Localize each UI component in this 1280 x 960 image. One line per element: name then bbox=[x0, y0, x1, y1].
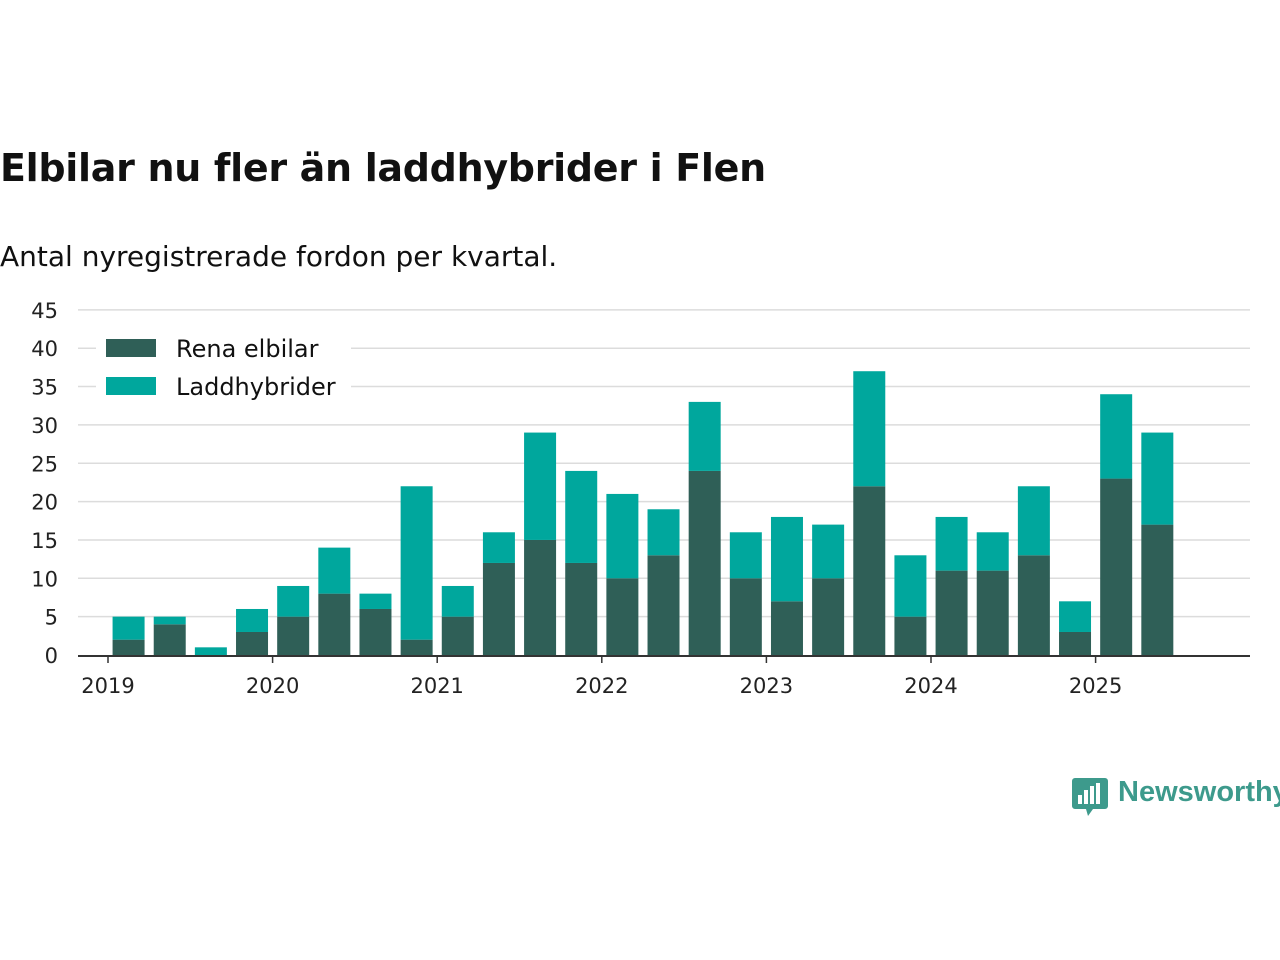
bar-rena-elbilar-2023-Q3 bbox=[853, 486, 886, 655]
bar-rena-elbilar-2020-Q4 bbox=[400, 639, 433, 655]
legend: Rena elbilar Laddhybrider bbox=[96, 330, 351, 410]
bar-laddhybrider-2021-Q4 bbox=[565, 470, 598, 563]
x-tick-label-2019: 2019 bbox=[81, 674, 134, 698]
x-tick-label-2023: 2023 bbox=[740, 674, 793, 698]
bar-laddhybrider-2025-Q1 bbox=[1100, 394, 1133, 479]
bar-rena-elbilar-2019-Q2 bbox=[153, 624, 186, 655]
newsworthy-logo: Newsworthy bbox=[1072, 776, 1280, 820]
y-tick-label-45: 45 bbox=[31, 299, 58, 323]
bar-rena-elbilar-2023-Q4 bbox=[894, 616, 927, 655]
bar-rena-elbilar-2021-Q2 bbox=[482, 562, 515, 655]
bar-laddhybrider-2019-Q1 bbox=[112, 616, 145, 640]
y-tick-label-5: 5 bbox=[45, 606, 58, 630]
x-tick-label-2024: 2024 bbox=[904, 674, 957, 698]
bar-laddhybrider-2019-Q3 bbox=[194, 647, 227, 655]
bar-rena-elbilar-2021-Q3 bbox=[524, 539, 557, 655]
bar-rena-elbilar-2020-Q1 bbox=[277, 616, 310, 655]
bar-rena-elbilar-2024-Q3 bbox=[1017, 555, 1050, 655]
bar-rena-elbilar-2019-Q1 bbox=[112, 639, 145, 655]
bar-laddhybrider-2021-Q3 bbox=[524, 432, 557, 540]
x-tick-label-2022: 2022 bbox=[575, 674, 628, 698]
bar-laddhybrider-2021-Q1 bbox=[441, 585, 474, 617]
bars bbox=[112, 371, 1174, 655]
legend-swatch-laddhybrider bbox=[106, 377, 156, 395]
bar-laddhybrider-2023-Q3 bbox=[853, 371, 886, 487]
bar-rena-elbilar-2021-Q4 bbox=[565, 562, 598, 655]
y-tick-label-20: 20 bbox=[31, 491, 58, 515]
bar-laddhybrider-2022-Q3 bbox=[688, 401, 721, 471]
bar-laddhybrider-2021-Q2 bbox=[482, 532, 515, 563]
bar-rena-elbilar-2023-Q2 bbox=[812, 578, 845, 655]
bar-laddhybrider-2024-Q2 bbox=[976, 532, 1009, 571]
y-tick-label-40: 40 bbox=[31, 337, 58, 361]
bar-rena-elbilar-2019-Q4 bbox=[236, 631, 269, 655]
bar-laddhybrider-2024-Q4 bbox=[1059, 601, 1092, 632]
bar-laddhybrider-2022-Q1 bbox=[606, 493, 639, 579]
x-tick-label-2025: 2025 bbox=[1069, 674, 1122, 698]
bar-laddhybrider-2022-Q2 bbox=[647, 509, 680, 556]
x-tick-label-2020: 2020 bbox=[246, 674, 299, 698]
bar-laddhybrider-2019-Q2 bbox=[153, 616, 186, 625]
bar-rena-elbilar-2020-Q3 bbox=[359, 608, 392, 655]
bar-rena-elbilar-2024-Q2 bbox=[976, 570, 1009, 655]
bar-laddhybrider-2023-Q1 bbox=[770, 516, 803, 602]
y-tick-label-10: 10 bbox=[31, 567, 58, 591]
bar-laddhybrider-2024-Q1 bbox=[935, 516, 968, 571]
y-tick-label-30: 30 bbox=[31, 414, 58, 438]
bar-rena-elbilar-2022-Q3 bbox=[688, 470, 721, 655]
bar-rena-elbilar-2025-Q2 bbox=[1141, 524, 1174, 655]
bar-laddhybrider-2020-Q3 bbox=[359, 593, 392, 609]
bar-rena-elbilar-2022-Q1 bbox=[606, 578, 639, 655]
x-axis-ticks: 2019 2020 2021 2022 2023 2024 2025 bbox=[81, 656, 1122, 698]
bar-laddhybrider-2020-Q2 bbox=[318, 547, 351, 594]
bar-rena-elbilar-2021-Q1 bbox=[441, 616, 474, 655]
bar-laddhybrider-2023-Q4 bbox=[894, 555, 927, 617]
bar-rena-elbilar-2022-Q2 bbox=[647, 555, 680, 655]
y-tick-label-0: 0 bbox=[45, 644, 58, 668]
chart-subtitle: Antal nyregistrerade fordon per kvartal. bbox=[0, 240, 558, 273]
y-axis-ticks: 0 5 10 15 20 25 30 35 40 45 bbox=[31, 299, 58, 668]
bar-laddhybrider-2020-Q4 bbox=[400, 486, 433, 640]
bar-laddhybrider-2020-Q1 bbox=[277, 585, 310, 617]
bar-laddhybrider-2025-Q2 bbox=[1141, 432, 1174, 525]
y-tick-label-25: 25 bbox=[31, 452, 58, 476]
legend-label-laddhybrider: Laddhybrider bbox=[176, 373, 336, 401]
legend-label-rena-elbilar: Rena elbilar bbox=[176, 335, 319, 363]
bar-rena-elbilar-2024-Q4 bbox=[1059, 631, 1092, 655]
bar-rena-elbilar-2025-Q1 bbox=[1100, 478, 1133, 655]
y-tick-label-35: 35 bbox=[31, 376, 58, 400]
chart-title: Elbilar nu fler än laddhybrider i Flen bbox=[0, 146, 766, 190]
y-tick-label-15: 15 bbox=[31, 529, 58, 553]
x-tick-label-2021: 2021 bbox=[410, 674, 463, 698]
legend-swatch-rena-elbilar bbox=[106, 339, 156, 357]
bar-rena-elbilar-2022-Q4 bbox=[729, 578, 762, 655]
bar-rena-elbilar-2020-Q2 bbox=[318, 593, 351, 655]
bar-laddhybrider-2024-Q3 bbox=[1017, 486, 1050, 556]
bar-rena-elbilar-2024-Q1 bbox=[935, 570, 968, 655]
brand-name: Newsworthy bbox=[1118, 776, 1280, 808]
bar-laddhybrider-2023-Q2 bbox=[812, 524, 845, 579]
bar-laddhybrider-2022-Q4 bbox=[729, 532, 762, 579]
bar-chart-speech-bubble-icon bbox=[1072, 778, 1108, 816]
bar-laddhybrider-2019-Q4 bbox=[236, 608, 269, 632]
bar-rena-elbilar-2023-Q1 bbox=[770, 601, 803, 655]
